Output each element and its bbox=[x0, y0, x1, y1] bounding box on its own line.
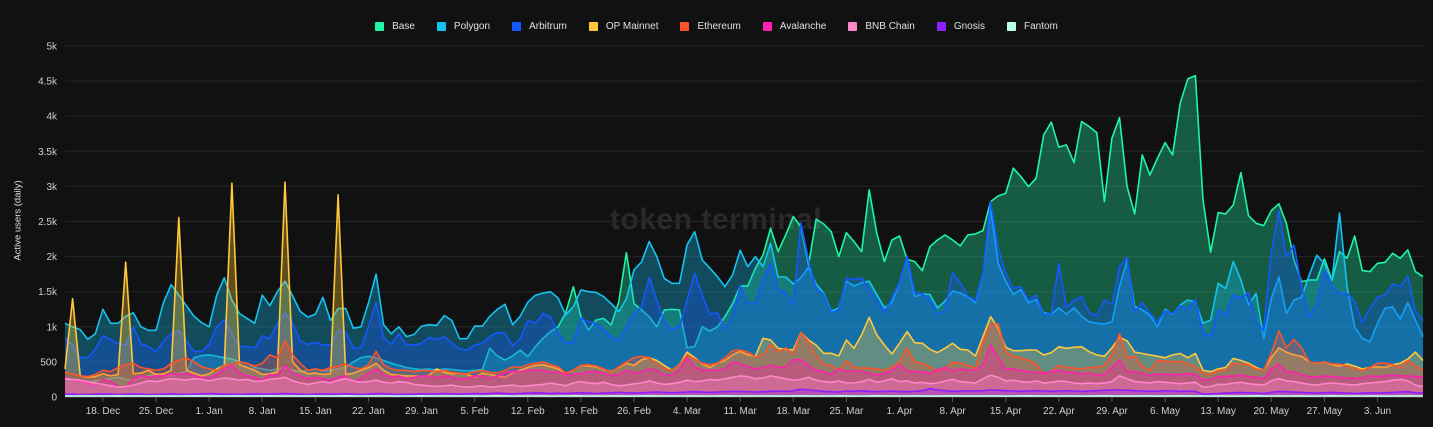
x-tick-label: 1. Apr bbox=[886, 406, 913, 417]
x-tick-label: 29. Apr bbox=[1096, 406, 1128, 417]
series-area-base bbox=[65, 75, 1423, 397]
y-tick-label: 5k bbox=[46, 42, 58, 53]
x-tick-label: 26. Feb bbox=[617, 406, 651, 417]
x-tick-label: 18. Dec bbox=[86, 406, 120, 417]
legend-item-op-mainnet[interactable]: OP Mainnet bbox=[588, 21, 659, 32]
legend-item-gnosis[interactable]: Gnosis bbox=[936, 21, 985, 32]
series-area-polygon bbox=[65, 207, 1423, 397]
x-tick-label: 18. Mar bbox=[776, 406, 811, 417]
x-tick-label: 5. Feb bbox=[460, 406, 489, 417]
x-tick-label: 20. May bbox=[1253, 406, 1289, 417]
legend-item-bnb-chain[interactable]: BNB Chain bbox=[848, 21, 915, 32]
legend-swatch bbox=[588, 22, 598, 31]
series-area-op-mainnet bbox=[65, 182, 1423, 397]
y-tick-label: 1k bbox=[46, 322, 58, 333]
legend-swatch bbox=[1006, 22, 1016, 31]
y-tick-label: 2k bbox=[46, 252, 58, 263]
legend-label: BNB Chain bbox=[865, 21, 915, 32]
x-tick-label: 25. Mar bbox=[829, 406, 864, 417]
y-tick-label: 4.5k bbox=[38, 77, 58, 88]
x-tick-label: 8. Jan bbox=[249, 406, 276, 417]
x-tick-label: 3. Jun bbox=[1364, 406, 1391, 417]
legend-item-ethereum[interactable]: Ethereum bbox=[680, 21, 741, 32]
legend-swatch bbox=[680, 22, 690, 31]
legend-item-avalanche[interactable]: Avalanche bbox=[762, 21, 827, 32]
legend-swatch bbox=[762, 22, 772, 31]
legend-label: OP Mainnet bbox=[605, 21, 659, 32]
x-tick-label: 12. Feb bbox=[511, 406, 545, 417]
legend-label: Avalanche bbox=[779, 21, 827, 32]
legend-label: Gnosis bbox=[953, 21, 985, 32]
x-tick-label: 15. Jan bbox=[299, 406, 332, 417]
series-line-op-mainnet bbox=[64, 181, 1424, 379]
series-line-avalanche bbox=[64, 344, 1424, 388]
legend-swatch bbox=[936, 22, 946, 31]
x-tick-label: 22. Apr bbox=[1043, 406, 1075, 417]
legend-swatch bbox=[375, 22, 385, 31]
x-tick-label: 6. May bbox=[1150, 406, 1180, 417]
legend-item-fantom[interactable]: Fantom bbox=[1006, 21, 1058, 32]
x-tick-label: 13. May bbox=[1200, 406, 1236, 417]
legend-label: Ethereum bbox=[697, 21, 741, 32]
legend-item-polygon[interactable]: Polygon bbox=[436, 21, 491, 32]
series-line-base bbox=[64, 74, 1424, 384]
x-tick-label: 1. Jan bbox=[196, 406, 223, 417]
legend-label: Base bbox=[392, 21, 415, 32]
legend-label: Fantom bbox=[1023, 21, 1058, 32]
chart-legend: Base Polygon Arbitrum OP Mainnet Ethereum Ava… bbox=[0, 21, 1433, 32]
x-tick-label: 22. Jan bbox=[352, 406, 385, 417]
series-line-ethereum bbox=[64, 323, 1424, 378]
legend-swatch bbox=[848, 22, 858, 31]
y-tick-label: 4k bbox=[46, 112, 58, 123]
y-tick-label: 0 bbox=[51, 393, 57, 404]
legend-label: Arbitrum bbox=[529, 21, 567, 32]
legend-item-base[interactable]: Base bbox=[375, 21, 415, 32]
y-tick-label: 500 bbox=[40, 357, 57, 368]
x-tick-label: 11. Mar bbox=[724, 406, 758, 417]
y-tick-label: 1.5k bbox=[38, 287, 58, 298]
y-tick-label: 3k bbox=[46, 182, 58, 193]
y-tick-label: 2.5k bbox=[38, 217, 58, 228]
series-line-bnb-chain bbox=[64, 374, 1424, 388]
legend-swatch bbox=[512, 22, 522, 31]
x-tick-label: 19. Feb bbox=[564, 406, 598, 417]
y-tick-label: 3.5k bbox=[38, 147, 58, 158]
x-tick-label: 15. Apr bbox=[990, 406, 1022, 417]
x-tick-label: 29. Jan bbox=[405, 406, 438, 417]
legend-label: Polygon bbox=[453, 21, 491, 32]
x-tick-label: 4. Mar bbox=[673, 406, 702, 417]
x-tick-label: 27. May bbox=[1307, 406, 1343, 417]
x-tick-label: 25. Dec bbox=[139, 406, 173, 417]
legend-swatch bbox=[436, 22, 446, 31]
series-line-gnosis bbox=[65, 387, 1424, 396]
legend-item-arbitrum[interactable]: Arbitrum bbox=[512, 21, 567, 32]
x-tick-label: 8. Apr bbox=[940, 406, 967, 417]
